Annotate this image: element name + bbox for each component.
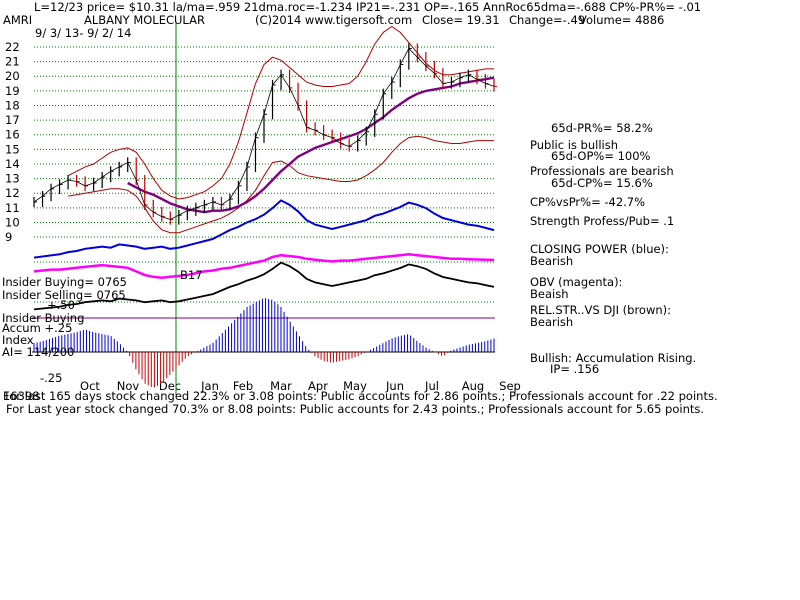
upper-band-line [67, 25, 494, 200]
bollinger-bands [67, 25, 494, 234]
y-tick-label: 20 [5, 69, 20, 83]
obv-line [33, 253, 495, 311]
y-tick-label: 17 [5, 113, 20, 127]
price-change: Change=-.49 [509, 13, 585, 27]
relstr-path [33, 261, 495, 311]
x-axis-month-labels: Oct Nov Dec Jan Feb Mar Apr May Jun Jul Aug Sep [80, 379, 521, 393]
company-name: ALBANY MOLECULAR [84, 13, 205, 27]
y-tick-label: 19 [5, 84, 20, 98]
stat-public-bullish: Public is bullish [530, 138, 618, 152]
stat-professionals-bearish: Professionals are bearish [530, 164, 674, 178]
price-bars [33, 43, 497, 225]
stat-cp-vs-pr: CP%vsPr%= -42.7% [530, 195, 645, 209]
y-tick-label: 18 [5, 98, 20, 112]
month-label: Jul [424, 379, 439, 393]
footer-line1: For last 165 days stock changed 22.3% or… [3, 389, 718, 403]
accum-status: Bullish: Accumulation Rising. [530, 351, 696, 365]
y-tick-label: 22 [5, 40, 20, 54]
closing-power-line [33, 199, 495, 259]
moving-average-line [127, 76, 495, 214]
relstr-status: Bearish [530, 315, 573, 329]
month-label: Mar [270, 379, 292, 393]
y-tick-label: 16 [5, 128, 20, 142]
obv-path [33, 253, 495, 279]
stat-65d-pr: 65d-PR%= 58.2% [551, 121, 653, 135]
closing-power-status: Bearish [530, 254, 573, 268]
insider-selling: Insider Selling= 0765 [2, 288, 126, 302]
b17-signal: B17 [180, 268, 203, 282]
index-label: Index [2, 333, 34, 347]
footer-line2: For Last year stock changed 70.3% or 8.0… [6, 402, 704, 416]
y-tick-label: 21 [5, 55, 20, 69]
y-tick-label: 15 [5, 142, 20, 156]
stat-65d-op: 65d-OP%= 100% [551, 149, 651, 163]
month-label: Apr [308, 379, 328, 393]
stat-65d-cp: 65d-CP%= 15.6% [551, 176, 653, 190]
month-label: Oct [80, 379, 100, 393]
plus-50-label: +.50 [47, 298, 75, 312]
insider-buying-2: Insider Buying [2, 311, 84, 325]
volume: Volume= 4886 [579, 13, 664, 27]
month-label: Feb [233, 379, 253, 393]
footer-overlap: 16398 [3, 389, 40, 403]
close-price: Close= 19.31 [422, 13, 500, 27]
ai-label: AI= 114/200 [2, 345, 74, 359]
date-range: 9/ 3/ 13- 9/ 2/ 14 [35, 26, 131, 40]
copyright: (C)2014 www.tigersoft.com [255, 13, 412, 27]
closing-power-path [33, 199, 495, 259]
lower-band-line [68, 135, 494, 234]
month-label: Jun [385, 379, 404, 393]
month-label: May [343, 379, 367, 393]
obv-status: Beaish [530, 287, 569, 301]
month-label: Sep [499, 379, 521, 393]
relstr-title: REL.STR..VS DJI (brown): [530, 303, 671, 317]
y-tick-label: 11 [5, 201, 20, 215]
accum-label: Accum +.25 [2, 321, 72, 335]
y-tick-label: 13 [5, 172, 20, 186]
y-tick-label: 14 [5, 157, 20, 171]
y-tick-label: 10 [5, 215, 20, 229]
ticker-symbol: AMRI [3, 13, 32, 27]
month-label: Aug [462, 379, 484, 393]
accumulation-histogram [33, 298, 495, 388]
ip-value: IP= .156 [550, 362, 599, 376]
stat-strength-ratio: Strength Profess/Pub= .1 [530, 214, 674, 228]
closing-power-title: CLOSING POWER (blue): [530, 242, 669, 256]
insider-buying: Insider Buying= 0765 [2, 275, 127, 289]
y-tick-label: 12 [5, 186, 20, 200]
ma-line [127, 76, 495, 214]
grid-lines [34, 46, 494, 303]
header-line1: L=12/23 price= $10.31 la/ma=.959 21dma.r… [34, 0, 701, 14]
month-label: Nov [117, 379, 140, 393]
minus-25-label: -.25 [40, 371, 62, 385]
y-tick-label: 9 [5, 230, 12, 244]
price-line [33, 47, 495, 220]
obv-title: OBV (magenta): [530, 275, 622, 289]
month-label: Jan [200, 379, 219, 393]
